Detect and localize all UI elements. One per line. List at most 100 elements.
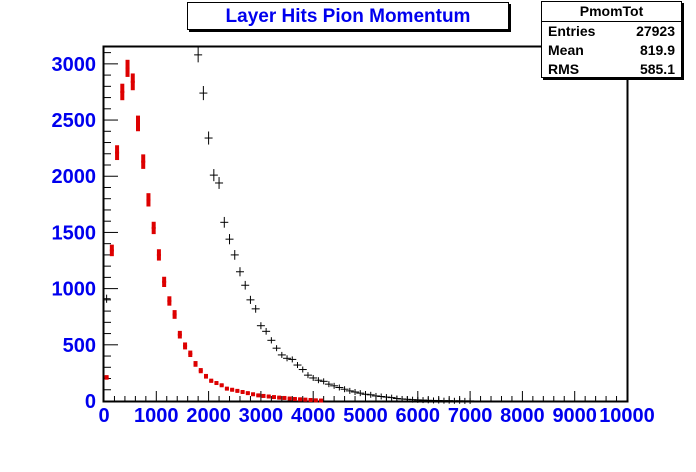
data-point-black xyxy=(345,387,354,394)
stats-entries-value: 27923 xyxy=(636,23,675,39)
data-point-black xyxy=(335,384,344,391)
data-point-black xyxy=(309,374,318,381)
chart-title: Layer Hits Pion Momentum xyxy=(225,6,471,27)
data-point-black xyxy=(324,381,333,388)
data-point-red xyxy=(198,368,203,374)
data-point-black xyxy=(235,267,244,277)
data-point-red xyxy=(277,395,282,400)
data-point-red xyxy=(303,397,308,402)
stats-box: PmomTot Entries 27923 Mean 819.9 RMS 585… xyxy=(541,1,682,78)
data-point-red xyxy=(177,330,182,339)
data-point-red xyxy=(156,249,161,261)
data-point-black xyxy=(102,294,111,303)
y-tick-label: 500 xyxy=(63,335,96,357)
stats-rms-value: 585.1 xyxy=(639,61,675,77)
data-point-black xyxy=(371,392,380,399)
data-point-red xyxy=(135,115,140,132)
data-point-black xyxy=(330,382,339,389)
data-point-black xyxy=(262,327,271,335)
y-tick-label: 1000 xyxy=(52,279,97,301)
data-point-red xyxy=(271,395,276,400)
data-point-red xyxy=(203,373,208,379)
marks-layer xyxy=(102,47,475,404)
data-point-black xyxy=(220,216,229,228)
data-point-red xyxy=(256,393,261,398)
data-point-black xyxy=(340,386,349,393)
y-tick-label: 1500 xyxy=(52,222,97,244)
stats-mean-value: 819.9 xyxy=(639,42,675,58)
x-tick-label: 7000 xyxy=(448,405,493,427)
data-point-red xyxy=(298,397,303,402)
data-point-black xyxy=(267,337,276,344)
data-point-red xyxy=(245,391,250,396)
data-point-black xyxy=(272,345,281,352)
data-point-red xyxy=(115,145,120,161)
data-point-red xyxy=(235,388,240,393)
y-tick-label: 2500 xyxy=(52,110,97,132)
data-point-red xyxy=(230,387,235,392)
y-tick-label: 2000 xyxy=(52,166,97,188)
data-point-red xyxy=(313,398,318,403)
data-point-red xyxy=(151,221,156,235)
data-point-red xyxy=(162,276,167,287)
stats-row-entries: Entries 27923 xyxy=(542,22,681,41)
data-point-black xyxy=(382,394,391,401)
stats-title: PmomTot xyxy=(542,2,681,22)
data-point-red xyxy=(125,59,130,77)
chart-title-box: Layer Hits Pion Momentum xyxy=(187,2,509,30)
data-point-red xyxy=(209,378,214,383)
data-point-red xyxy=(319,398,324,403)
x-tick-label: 5000 xyxy=(343,405,388,427)
data-point-black xyxy=(204,131,213,145)
stats-entries-label: Entries xyxy=(548,23,596,39)
data-point-black xyxy=(466,397,475,404)
data-point-black xyxy=(283,355,292,362)
data-point-black xyxy=(298,366,307,373)
data-point-red xyxy=(219,383,224,388)
data-point-black xyxy=(293,362,302,369)
data-point-black xyxy=(199,86,208,101)
x-tick-label: 1000 xyxy=(134,405,179,427)
data-point-black xyxy=(277,351,286,358)
x-tick-label: 9000 xyxy=(552,405,597,427)
y-tick-label: 3000 xyxy=(52,54,97,76)
data-point-black xyxy=(356,390,365,397)
data-point-black xyxy=(319,378,328,385)
data-point-red xyxy=(292,396,297,401)
data-point-red xyxy=(193,361,198,367)
data-point-red xyxy=(172,310,177,319)
stats-rms-label: RMS xyxy=(548,61,580,77)
data-point-red xyxy=(146,193,151,207)
data-point-red xyxy=(224,386,229,391)
x-tick-label: 8000 xyxy=(500,405,545,427)
data-point-black xyxy=(377,393,386,400)
data-point-red xyxy=(308,397,313,402)
data-point-black xyxy=(215,177,224,189)
data-point-red xyxy=(261,393,266,398)
data-point-black xyxy=(256,322,265,330)
data-point-red xyxy=(240,390,245,395)
x-tick-label: 2000 xyxy=(186,405,231,427)
data-point-black xyxy=(314,377,323,384)
plot-frame xyxy=(102,45,629,403)
data-point-red xyxy=(141,154,146,169)
x-tick-label: 10000 xyxy=(599,405,655,427)
data-point-red xyxy=(266,394,271,399)
data-point-black xyxy=(288,356,297,363)
data-point-black xyxy=(230,250,239,260)
data-point-red xyxy=(120,83,125,101)
data-point-red xyxy=(104,375,109,380)
data-point-black xyxy=(241,280,250,290)
data-point-black xyxy=(209,169,218,182)
x-tick-label: 0 xyxy=(98,405,109,427)
x-tick-label: 4000 xyxy=(291,405,336,427)
data-point-red xyxy=(214,381,219,386)
data-point-red xyxy=(130,73,135,91)
data-point-red xyxy=(188,350,193,358)
data-point-red xyxy=(183,342,188,350)
data-point-black xyxy=(387,394,396,401)
data-point-red xyxy=(282,395,287,400)
data-point-black xyxy=(246,295,255,304)
stats-row-mean: Mean 819.9 xyxy=(542,41,681,60)
